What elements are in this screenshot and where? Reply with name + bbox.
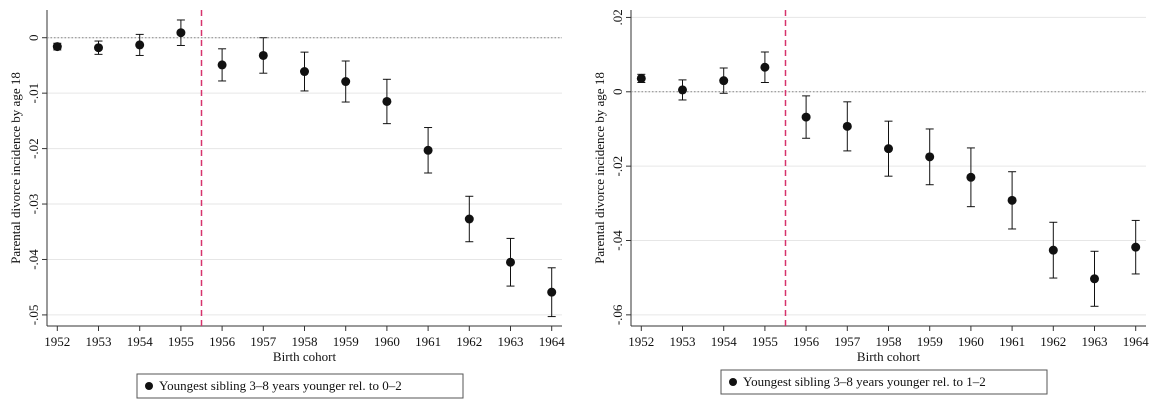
x-tick-label: 1961 [999, 334, 1025, 349]
point [801, 112, 811, 122]
y-tick-label: -.03 [26, 194, 41, 215]
x-tick-label: 1959 [917, 334, 943, 349]
point [925, 152, 935, 162]
y-tick-label: -.02 [610, 156, 625, 177]
point [1090, 274, 1099, 284]
point [176, 28, 186, 38]
x-tick-label: 1959 [333, 334, 359, 349]
point [884, 144, 893, 154]
x-tick-label: 1957 [834, 334, 861, 349]
x-tick-label: 1963 [498, 334, 524, 349]
point [217, 60, 227, 70]
y-axis-label: Parental divorce incidence by age 18 [592, 72, 607, 264]
y-tick-label: -.04 [610, 230, 625, 251]
x-axis-label: Birth cohort [273, 349, 337, 364]
point [1048, 245, 1058, 255]
point [52, 42, 62, 52]
point [547, 287, 557, 297]
x-tick-label: 1956 [793, 334, 820, 349]
x-tick-label: 1964 [1123, 334, 1150, 349]
x-tick-label: 1958 [876, 334, 902, 349]
x-tick-label: 1961 [415, 334, 441, 349]
point [636, 73, 646, 83]
point [842, 121, 852, 131]
point [1007, 195, 1017, 205]
point [94, 43, 103, 53]
point [719, 76, 729, 86]
point [966, 172, 976, 182]
y-tick-label: 0 [610, 89, 625, 96]
x-tick-label: 1963 [1082, 334, 1108, 349]
y-tick-label: -.06 [610, 304, 625, 325]
point [506, 257, 515, 267]
x-tick-label: 1954 [711, 334, 738, 349]
x-tick-label: 1953 [86, 334, 112, 349]
y-tick-label: -.01 [26, 83, 41, 104]
legend-marker [729, 378, 737, 386]
x-tick-label: 1962 [456, 334, 482, 349]
legend-box [136, 373, 464, 399]
y-tick-label: -.02 [26, 138, 41, 159]
point [135, 40, 145, 50]
x-tick-label: 1956 [209, 334, 236, 349]
x-tick-label: 1952 [44, 334, 70, 349]
x-tick-label: 1955 [168, 334, 194, 349]
point [341, 77, 351, 87]
y-tick-label: -.05 [26, 305, 41, 326]
x-tick-label: 1952 [628, 334, 654, 349]
point [678, 85, 687, 95]
legend-label: Youngest sibling 3–8 years younger rel. … [743, 374, 986, 389]
point [300, 67, 309, 77]
point [1131, 242, 1141, 252]
x-axis-label: Birth cohort [857, 349, 921, 364]
point [464, 214, 474, 224]
y-tick-label: 0 [26, 34, 41, 41]
y-tick-label: -.04 [26, 249, 41, 270]
x-tick-label: 1953 [670, 334, 696, 349]
x-tick-label: 1960 [374, 334, 400, 349]
legend-box [720, 369, 1048, 395]
legend-marker [145, 382, 153, 390]
point [382, 96, 392, 106]
legend-label: Youngest sibling 3–8 years younger rel. … [159, 378, 402, 393]
x-tick-label: 1957 [250, 334, 277, 349]
point [760, 62, 770, 72]
y-axis-label: Parental divorce incidence by age 18 [8, 72, 23, 264]
point [423, 145, 433, 155]
x-tick-label: 1958 [292, 334, 318, 349]
x-tick-label: 1954 [127, 334, 154, 349]
x-tick-label: 1955 [752, 334, 778, 349]
y-tick-label: .02 [610, 9, 625, 25]
point [258, 50, 268, 60]
x-tick-label: 1964 [539, 334, 566, 349]
x-tick-label: 1962 [1040, 334, 1066, 349]
x-tick-label: 1960 [958, 334, 984, 349]
